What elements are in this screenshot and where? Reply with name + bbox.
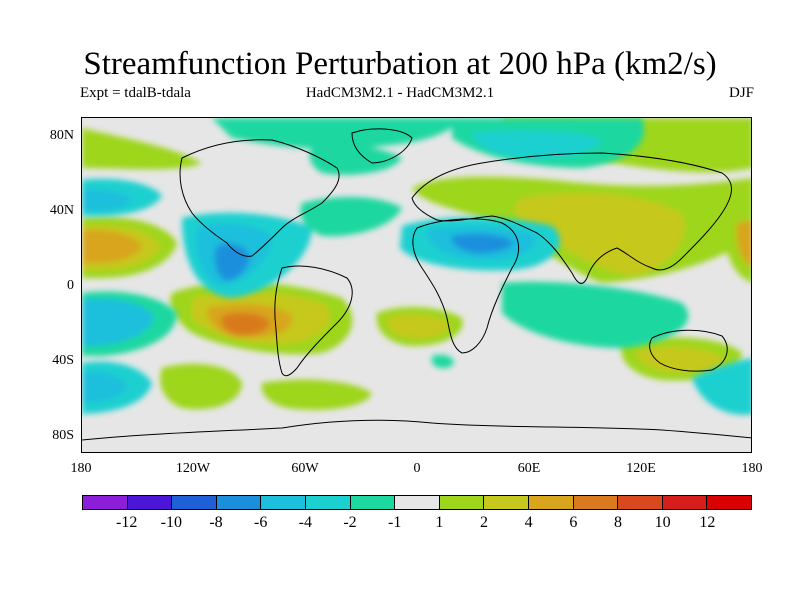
contour-satlantic-yellow — [386, 314, 450, 339]
colorbar-label: 10 — [654, 514, 671, 531]
colorbar-segment — [573, 496, 619, 509]
contour-pacific-orange — [82, 229, 142, 263]
contour-north-atlantic-negative — [212, 118, 462, 150]
colorbar-label: -2 — [343, 514, 357, 531]
contour-tropical-pacific-cyan — [82, 298, 154, 346]
colorbar-label: -6 — [253, 514, 268, 531]
contour-indian-negative — [502, 281, 689, 348]
contour-samerica-darkorange — [221, 312, 270, 336]
colorbar-label: -10 — [160, 514, 182, 531]
lat-label-80s: 80S — [52, 428, 74, 443]
colorbar-label: -12 — [115, 514, 138, 531]
colorbar-segment — [83, 496, 128, 509]
contour-se-pacific-negative — [692, 358, 751, 415]
lat-label-80n: 80N — [49, 128, 74, 143]
lon-label-180w: 180 — [70, 461, 92, 476]
coastline-north-america — [179, 139, 340, 257]
colorbar-label: 4 — [524, 514, 533, 531]
coastline-eurasia — [411, 152, 732, 284]
colorbar-segment — [528, 496, 574, 509]
contour-south-green-1 — [160, 363, 242, 410]
map-plot-area — [81, 117, 752, 453]
contour-south-pacific-cyan — [82, 372, 127, 403]
plot-title: Streamfunction Perturbation at 200 hPa (… — [83, 46, 717, 82]
colorbar-segment — [172, 496, 217, 509]
lon-label-120w: 120W — [175, 461, 211, 476]
colorbar-segment — [127, 496, 173, 509]
contour-west-npacific-inner — [82, 189, 132, 211]
lon-label-60e: 60E — [517, 461, 541, 476]
model-label: HadCM3M2.1 - HadCM3M2.1 — [305, 85, 495, 101]
coastline-africa — [412, 218, 520, 354]
coastline-australia — [649, 329, 728, 372]
colorbar-segment — [305, 496, 351, 509]
colorbar-label: -4 — [298, 514, 312, 531]
experiment-label: Expt = tdalB-tdala — [80, 85, 191, 101]
contour-nw-atlantic — [309, 145, 402, 175]
lat-label-40s: 40S — [52, 353, 74, 368]
colorbar-segment — [439, 496, 485, 509]
contour-east-yellow — [736, 220, 751, 267]
colorbar-label: 12 — [699, 514, 716, 531]
colorbar-segment — [662, 496, 708, 509]
coastlines — [82, 128, 751, 441]
contour-south-green-2 — [261, 379, 372, 410]
coastline-antarctica — [82, 419, 751, 441]
contour-mexico-blue — [214, 243, 250, 281]
coastline-south-america — [274, 265, 353, 377]
lon-label-120e: 120E — [626, 461, 656, 476]
lat-label-equator: 0 — [67, 278, 74, 293]
colorbar-segment — [618, 496, 663, 509]
colorbar-label: -8 — [209, 514, 223, 531]
lat-label-40n: 40N — [49, 203, 74, 218]
lon-label-60w: 60W — [291, 461, 319, 476]
contour-australia-yellow — [636, 346, 722, 373]
contour-eurasia-yellow — [515, 193, 685, 276]
colorbar-label: 8 — [614, 514, 622, 531]
contour-natlantic-band — [300, 196, 402, 237]
colorbar-segment — [261, 496, 306, 509]
lon-label-180e: 180 — [741, 461, 763, 476]
contour-north-pacific-positive — [82, 128, 202, 170]
colorbar-segment — [484, 496, 529, 509]
colorbar-segment — [395, 496, 440, 509]
season-label: DJF — [728, 85, 754, 101]
contour-sahara-inner — [451, 234, 514, 254]
colorbar-label: 2 — [480, 514, 488, 531]
contour-sindian-small — [432, 354, 454, 369]
coastline-greenland — [351, 128, 413, 164]
lon-label-0: 0 — [413, 461, 421, 476]
colorbar-segment — [707, 496, 751, 509]
colorbar-label: 6 — [569, 514, 578, 531]
colorbar-label: 1 — [435, 514, 444, 531]
colorbar-segment — [216, 496, 262, 509]
colorbar — [82, 495, 752, 510]
colorbar-label: -1 — [387, 514, 402, 531]
contour-arctic-cyan — [472, 130, 602, 159]
colorbar-segment — [350, 496, 396, 509]
